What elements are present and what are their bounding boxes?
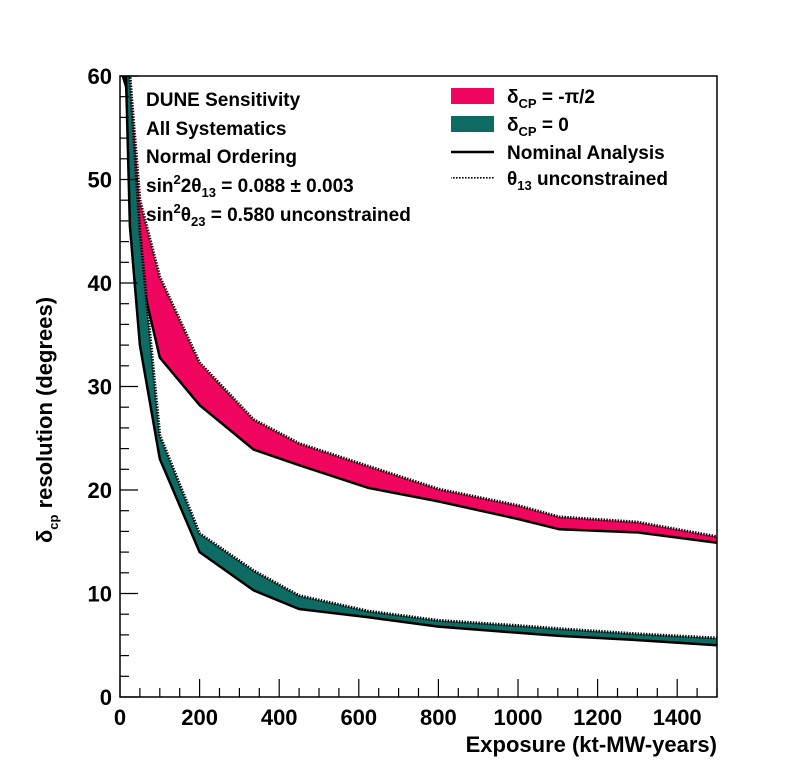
legend-label-pi2: δCP = -π/2 [507,87,595,111]
annotation-line3: Normal Ordering [146,147,297,168]
legend-swatch-pi2 [451,88,494,104]
annotation-block: DUNE Sensitivity All Systematics Normal … [146,90,411,229]
y-tick-label: 0 [100,685,112,710]
y-tick-label: 30 [88,375,112,400]
x-tick-label: 1400 [653,705,702,730]
line-nominal-zero [122,76,717,647]
legend-swatch-zero [451,116,494,132]
legend-label-zero: δCP = 0 [507,115,569,139]
annotation-theta13: sin22θ13 = 0.088 ± 0.003 [146,172,354,200]
x-tick-label: 1200 [573,705,622,730]
x-tick-label: 600 [340,705,377,730]
annotation-line1: DUNE Sensitivity [146,90,301,111]
y-tick-label: 50 [88,168,112,193]
x-tick-label: 200 [181,705,218,730]
x-tick-label: 1000 [494,705,543,730]
legend: δCP = -π/2 δCP = 0 Nominal Analysis θ13 … [451,87,668,193]
annotation-line2: All Systematics [146,119,286,140]
x-tick-label: 800 [420,705,457,730]
legend-label-unconstrained: θ13 unconstrained [507,169,668,193]
x-axis-title: Exposure (kt-MW-years) [466,732,717,757]
y-tick-label: 40 [88,271,112,296]
x-tick-label: 400 [261,705,298,730]
plot-area [121,76,717,647]
x-tick-label: 0 [114,705,126,730]
legend-line-unconstrained [451,176,494,179]
y-tick-label: 20 [88,478,112,503]
line-unconstrained-pi2 [122,76,717,539]
axes: 0 200 400 600 800 1000 1200 1400 0 10 20 30 40 50 60 [88,64,718,730]
y-tick-label: 10 [88,582,112,607]
y-axis-title: δcp resolution (degrees) [32,297,61,543]
annotation-theta23: sin2θ23 = 0.580 unconstrained [146,201,411,229]
legend-label-nominal: Nominal Analysis [507,143,665,164]
y-tick-label: 60 [88,64,112,89]
